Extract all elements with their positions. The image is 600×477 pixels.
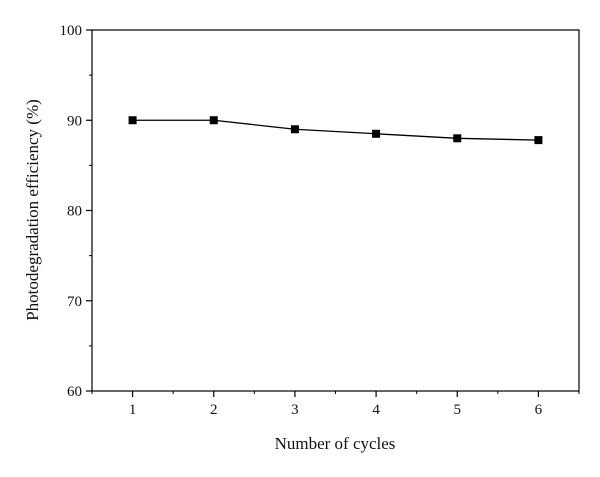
y-tick-label: 80 — [67, 204, 82, 220]
data-point — [209, 116, 218, 125]
x-tick-label: 5 — [454, 402, 462, 418]
x-tick-label: 1 — [129, 402, 137, 418]
x-tick-label: 3 — [291, 402, 299, 418]
data-point — [372, 129, 381, 138]
data-point — [534, 136, 543, 145]
x-tick-label: 2 — [210, 402, 218, 418]
data-point — [128, 116, 137, 125]
y-axis: 60 70 80 90 100 — [60, 23, 92, 400]
data-point — [453, 134, 462, 143]
x-tick-label: 4 — [372, 402, 380, 418]
y-tick-label: 90 — [67, 113, 82, 129]
data-point — [290, 125, 299, 134]
x-axis-title: Number of cycles — [275, 434, 396, 453]
y-tick-label: 60 — [67, 384, 82, 400]
y-tick-label: 70 — [67, 294, 82, 310]
series-line — [132, 119, 539, 141]
x-axis: 1 2 3 4 5 6 — [91, 391, 580, 418]
x-tick-label: 6 — [535, 402, 543, 418]
series-layer — [128, 116, 543, 145]
y-tick-label: 100 — [60, 23, 83, 39]
y-axis-title: Photodegradation efficiency (%) — [23, 99, 42, 321]
